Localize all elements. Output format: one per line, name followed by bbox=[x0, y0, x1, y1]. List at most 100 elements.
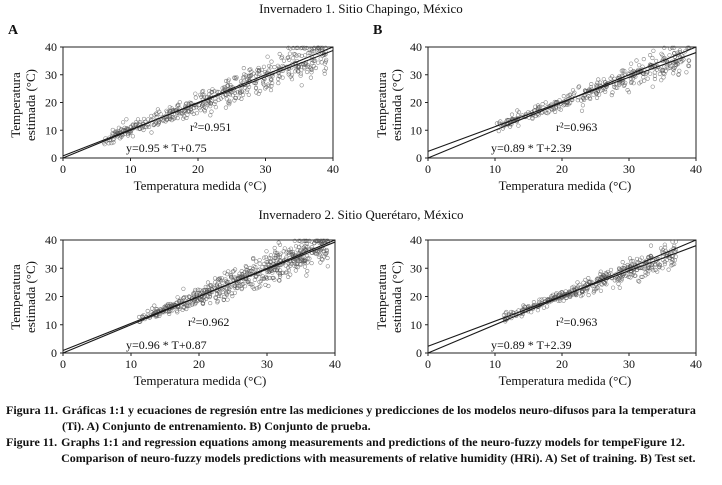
scatter-point bbox=[575, 280, 580, 285]
scatter-point bbox=[145, 308, 150, 314]
scatter-point bbox=[285, 55, 290, 60]
scatter-point bbox=[222, 85, 227, 90]
x-tick-label: 40 bbox=[690, 357, 702, 371]
scatter-point bbox=[553, 109, 558, 114]
scatter-point bbox=[302, 45, 307, 50]
scatter-point bbox=[655, 269, 660, 274]
scatter-point bbox=[256, 285, 261, 290]
scatter-point bbox=[275, 63, 280, 68]
scatter-point bbox=[584, 289, 589, 294]
scatter-point bbox=[648, 243, 654, 248]
scatter-point bbox=[180, 307, 185, 312]
scatter-point bbox=[222, 270, 227, 275]
scatter-point bbox=[545, 304, 550, 309]
x-tick-label: 10 bbox=[125, 357, 137, 371]
scatter-point bbox=[686, 63, 691, 68]
scatter-point bbox=[259, 276, 264, 281]
scatter-point bbox=[193, 95, 198, 100]
scatter-point bbox=[208, 104, 213, 109]
scatter-point bbox=[201, 301, 206, 306]
scatter-point bbox=[256, 65, 261, 70]
scatter-point bbox=[124, 117, 129, 122]
scatter-point bbox=[179, 111, 185, 117]
scatter-point bbox=[181, 305, 186, 310]
scatter-point bbox=[634, 58, 639, 63]
y-tick-label: 40 bbox=[45, 233, 57, 247]
scatter-point bbox=[536, 105, 541, 110]
scatter-point bbox=[672, 243, 677, 248]
scatter-point bbox=[165, 117, 170, 122]
scatter-point bbox=[620, 273, 625, 278]
scatter-point bbox=[305, 69, 310, 75]
scatter-point bbox=[276, 81, 281, 86]
scatter-point bbox=[645, 76, 650, 81]
scatter-point bbox=[278, 274, 283, 279]
scatter-point bbox=[509, 112, 515, 117]
scatter-point bbox=[283, 263, 288, 268]
scatter-point bbox=[262, 255, 267, 260]
x-tick-label: 10 bbox=[489, 357, 501, 371]
scatter-point bbox=[543, 100, 548, 105]
scatter-point bbox=[508, 124, 513, 129]
y-tick-label: 20 bbox=[410, 96, 422, 110]
scatter-point bbox=[168, 108, 173, 113]
scatter-point bbox=[187, 108, 192, 113]
r-squared-label: r²=0.951 bbox=[190, 120, 231, 134]
scatter-point bbox=[542, 296, 547, 301]
scatter-point bbox=[310, 49, 315, 54]
scatter-point bbox=[201, 88, 206, 94]
scatter-point bbox=[302, 258, 307, 263]
caption-english-text: Graphs 1:1 and regression equations amon… bbox=[61, 435, 696, 465]
scatter-point bbox=[263, 70, 268, 75]
x-tick-label: 20 bbox=[556, 357, 568, 371]
scatter-point bbox=[251, 256, 256, 262]
scatter-point bbox=[207, 295, 212, 300]
scatter-point bbox=[628, 272, 633, 277]
scatter-point bbox=[595, 285, 600, 290]
scatter-point bbox=[198, 92, 203, 97]
scatter-point bbox=[308, 75, 313, 80]
scatter-point bbox=[209, 109, 214, 114]
scatter-point bbox=[138, 120, 143, 125]
scatter-point bbox=[686, 64, 692, 69]
scatter-point bbox=[194, 111, 199, 116]
scatter-point bbox=[266, 255, 272, 260]
scatter-point bbox=[666, 66, 671, 71]
scatter-point bbox=[157, 109, 162, 114]
scatter-point bbox=[670, 258, 675, 263]
y-tick-label: 10 bbox=[45, 123, 57, 137]
scatter-point bbox=[153, 111, 159, 116]
scatter-point bbox=[306, 51, 311, 56]
scatter-point bbox=[257, 258, 262, 263]
y-tick-label: 10 bbox=[410, 318, 422, 332]
scatter-point bbox=[212, 276, 218, 281]
scatter-point bbox=[297, 53, 302, 58]
scatter-point bbox=[121, 120, 126, 125]
scatter-point bbox=[286, 268, 291, 273]
scatter-point bbox=[240, 75, 246, 80]
scatter-point bbox=[137, 314, 142, 320]
scatter-point bbox=[657, 262, 662, 267]
scatter-point bbox=[224, 78, 229, 84]
scatter-point bbox=[267, 269, 272, 274]
scatter-point bbox=[207, 89, 212, 94]
scatter-point bbox=[177, 299, 182, 304]
y-tick-label: 30 bbox=[410, 261, 422, 275]
scatter-point bbox=[119, 134, 124, 139]
scatter-point bbox=[594, 95, 600, 100]
scatter-point bbox=[155, 107, 160, 112]
scatter-point bbox=[566, 102, 571, 107]
scatter-point bbox=[213, 295, 218, 300]
scatter-point bbox=[156, 121, 161, 126]
scatter-point bbox=[230, 294, 235, 299]
section-title-queretaro: Invernadero 2. Sitio Querétaro, México bbox=[258, 207, 464, 222]
scatter-point bbox=[305, 268, 310, 274]
scatter-point bbox=[670, 45, 675, 50]
scatter-point bbox=[577, 84, 582, 89]
scatter-point bbox=[588, 96, 593, 101]
scatter-point bbox=[214, 283, 219, 288]
scatter-point bbox=[636, 278, 641, 283]
scatter-point bbox=[552, 99, 557, 104]
scatter-point bbox=[156, 120, 161, 125]
scatter-point bbox=[299, 83, 304, 88]
